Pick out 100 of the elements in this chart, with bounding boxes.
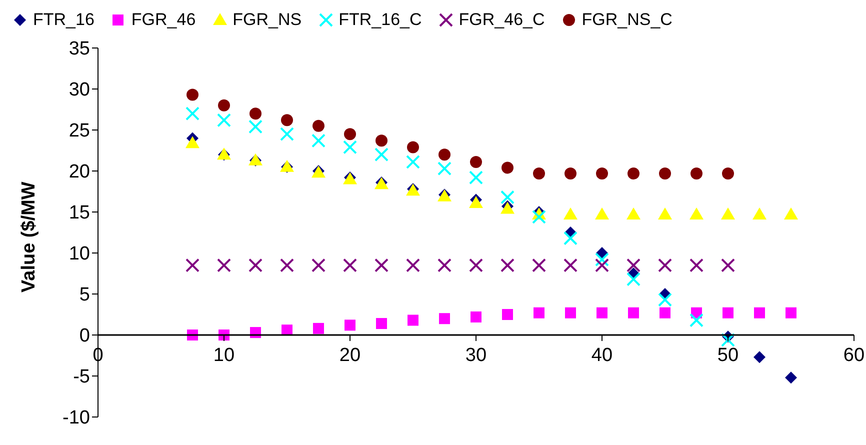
point (628, 167, 640, 180)
point (470, 311, 482, 322)
point (564, 167, 576, 180)
point (438, 148, 450, 161)
y-tick-label: 10 (68, 244, 90, 265)
point (690, 167, 702, 180)
point (658, 258, 672, 272)
point (312, 120, 324, 132)
point (343, 140, 357, 154)
point (564, 258, 578, 272)
point (186, 88, 198, 101)
point (626, 258, 640, 272)
point (690, 207, 704, 220)
point (376, 134, 388, 147)
point (690, 313, 704, 328)
point (312, 258, 326, 272)
point (721, 207, 735, 220)
point (565, 307, 576, 318)
legend-label: FTR_16 (32, 10, 94, 30)
point (658, 292, 672, 307)
point (660, 307, 670, 318)
point (312, 134, 326, 148)
point (438, 258, 452, 272)
point (626, 207, 640, 220)
y-tick-label: -5 (73, 366, 90, 388)
point (281, 114, 293, 126)
y-tick-label: 5 (79, 284, 90, 306)
point (408, 314, 418, 326)
point (186, 106, 200, 121)
point (564, 207, 578, 220)
point (754, 307, 765, 318)
point (250, 108, 262, 120)
point (376, 318, 387, 330)
point (721, 258, 735, 272)
point (595, 207, 609, 220)
point (282, 324, 292, 336)
y-tick-label: 25 (68, 120, 90, 142)
point (784, 207, 798, 220)
point (596, 307, 608, 318)
y-axis-title: Value ($/MW (18, 182, 40, 292)
point (595, 252, 609, 267)
x-tick-label: 40 (591, 345, 613, 366)
point (658, 207, 672, 220)
point (406, 154, 420, 169)
y-tick-label: 30 (68, 80, 90, 101)
point (343, 258, 357, 272)
x-tick-label: 20 (339, 345, 361, 366)
point (218, 99, 230, 112)
legend-label: FTR_16_C (338, 10, 422, 30)
point (469, 170, 483, 185)
point (754, 351, 766, 364)
point (344, 320, 356, 331)
point (785, 372, 797, 384)
point (470, 156, 482, 168)
y-tick-label: 35 (68, 38, 90, 60)
point (532, 258, 546, 272)
point (786, 307, 796, 318)
point (596, 167, 608, 180)
legend-label: FGR_NS_C (580, 10, 672, 30)
point (722, 307, 734, 318)
legend-label: FGR_46_C (458, 10, 545, 30)
legend-label: FGR_NS (232, 10, 302, 30)
point (374, 148, 388, 162)
point (502, 309, 513, 320)
point (500, 190, 514, 204)
point (502, 162, 514, 174)
point (248, 258, 262, 272)
point (721, 332, 735, 347)
point (186, 136, 200, 148)
point (374, 258, 388, 272)
point (248, 120, 262, 134)
point (217, 258, 231, 272)
legend-label: FGR_46 (130, 10, 196, 30)
point (533, 167, 545, 180)
point (595, 258, 609, 272)
point (500, 258, 514, 272)
point (659, 167, 671, 180)
point (752, 207, 766, 220)
point (722, 167, 734, 180)
y-tick-label: 20 (68, 162, 90, 183)
x-tick-label: 60 (843, 345, 865, 366)
x-tick-label: 50 (717, 345, 739, 366)
point (217, 113, 231, 128)
y-tick-label: 15 (68, 202, 90, 224)
point (344, 128, 356, 140)
point (628, 307, 639, 318)
point (439, 313, 450, 324)
point (532, 210, 546, 224)
point (690, 258, 704, 272)
point (280, 127, 294, 142)
point (406, 258, 420, 272)
y-tick-label: -10 (62, 408, 90, 429)
y-tick-label: 0 (79, 326, 90, 347)
point (407, 141, 419, 154)
x-tick-label: 10 (213, 345, 235, 366)
point (469, 258, 483, 272)
point (564, 231, 578, 246)
x-tick-label: 30 (465, 345, 487, 366)
point (186, 258, 200, 272)
point (280, 258, 294, 272)
